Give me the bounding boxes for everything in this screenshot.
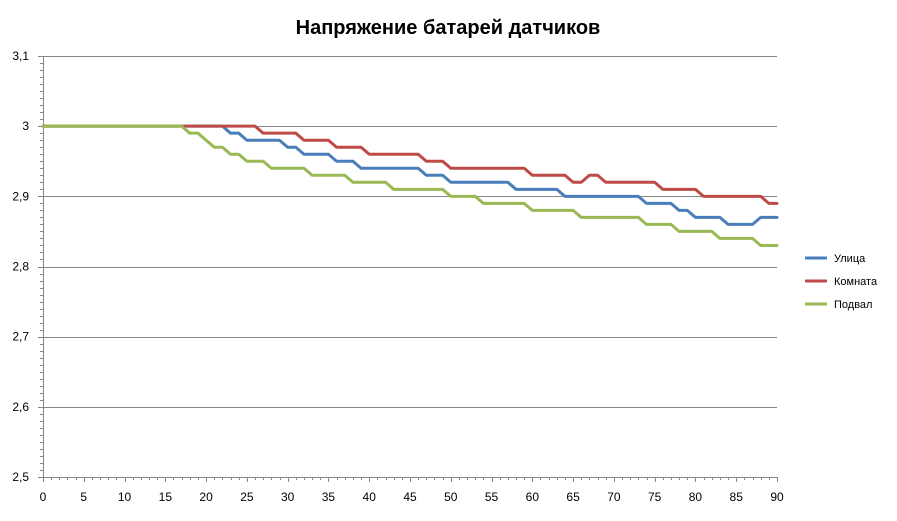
x-tick-label: 65: [566, 490, 580, 504]
y-tick-label: 3,1: [12, 49, 29, 63]
x-tick-label: 90: [770, 490, 784, 504]
axes: [38, 56, 778, 482]
legend-label: Подвал: [834, 299, 872, 311]
y-axis-tick-labels: 2,5 2,6 2,7 2,8 2,9 3 3,1: [12, 49, 29, 484]
series-line-3: [41, 124, 779, 247]
grid-lines: [43, 56, 777, 408]
y-tick-label: 2,9: [12, 189, 29, 203]
x-tick-label: 80: [689, 490, 703, 504]
x-tick-label: 25: [240, 490, 254, 504]
x-tick-label: 55: [485, 490, 499, 504]
x-tick-label: 45: [403, 490, 417, 504]
x-tick-label: 15: [159, 490, 173, 504]
x-tick-label: 70: [607, 490, 621, 504]
x-axis-tick-labels: 0 5 10 15 20 25 30 35 40 45 50 55 60 65 70 75 80 85 90: [40, 490, 784, 504]
x-tick-label: 30: [281, 490, 295, 504]
y-tick-label: 2,6: [12, 400, 29, 414]
x-tick-label: 40: [363, 490, 377, 504]
x-tick-label: 60: [526, 490, 540, 504]
legend-label: Комната: [834, 276, 878, 288]
x-tick-label: 5: [80, 490, 87, 504]
x-tick-label: 20: [199, 490, 213, 504]
chart-title: Напряжение батарей датчиков: [296, 17, 601, 39]
series-line-2: [41, 124, 779, 205]
legend: Улица Комната Подвал: [805, 253, 878, 311]
x-tick-label: 0: [40, 490, 47, 504]
x-tick-label: 75: [648, 490, 662, 504]
x-tick-label: 10: [118, 490, 132, 504]
series-lines: [41, 124, 779, 247]
x-tick-label: 50: [444, 490, 458, 504]
series-line-1: [41, 124, 779, 226]
legend-label: Улица: [834, 253, 866, 265]
x-tick-label: 35: [322, 490, 336, 504]
y-tick-label: 3: [22, 119, 29, 133]
y-tick-label: 2,5: [12, 470, 29, 484]
x-tick-label: 85: [730, 490, 744, 504]
y-tick-label: 2,8: [12, 260, 29, 274]
y-tick-label: 2,7: [12, 330, 29, 344]
